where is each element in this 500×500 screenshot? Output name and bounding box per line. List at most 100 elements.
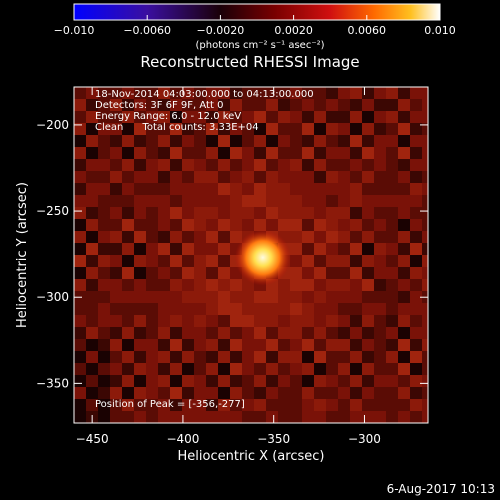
heatmap-cell [182, 243, 194, 255]
heatmap-cell [134, 159, 146, 171]
heatmap-cell [110, 99, 122, 111]
heatmap-cell [410, 231, 422, 243]
heatmap-cell [398, 291, 410, 303]
heatmap-cell [302, 291, 314, 303]
heatmap-cell [386, 399, 398, 411]
heatmap-cell [218, 123, 230, 135]
heatmap-cell [122, 183, 134, 195]
heatmap-cell [350, 255, 362, 267]
heatmap-cell [302, 231, 314, 243]
heatmap-cell [98, 219, 110, 231]
chart-title: Reconstructed RHESSI Image [140, 53, 359, 71]
colorbar-tick-label: 0.010 [424, 24, 456, 37]
heatmap-cell [374, 375, 386, 387]
heatmap-cell [206, 183, 218, 195]
heatmap-cell [158, 123, 170, 135]
peak-source [234, 229, 291, 286]
heatmap-cell [230, 327, 242, 339]
heatmap-cell [158, 351, 170, 363]
heatmap-cell [374, 255, 386, 267]
heatmap-cell [398, 219, 410, 231]
heatmap-cell [170, 315, 182, 327]
heatmap-cell [398, 339, 410, 351]
heatmap-cell [158, 171, 170, 183]
heatmap-cell [194, 327, 206, 339]
heatmap-cell [206, 387, 218, 399]
heatmap-cell [278, 339, 290, 351]
heatmap-cell [386, 171, 398, 183]
heatmap-cell [86, 399, 98, 411]
heatmap-cell [338, 267, 350, 279]
heatmap-cell [302, 327, 314, 339]
heatmap-cell [74, 207, 86, 219]
heatmap-cell [266, 339, 278, 351]
annotation-peak-position: Position of Peak = [-356,-277] [95, 399, 245, 410]
heatmap-cell [326, 135, 338, 147]
heatmap-cell [194, 171, 206, 183]
heatmap-cell [98, 315, 110, 327]
heatmap-cell [350, 159, 362, 171]
heatmap-cell [146, 339, 158, 351]
colorbar-gradient [73, 3, 441, 21]
heatmap-cell [362, 411, 374, 423]
heatmap-cell [350, 171, 362, 183]
heatmap-cell [134, 99, 146, 111]
heatmap-cell [146, 255, 158, 267]
heatmap-cell [326, 99, 338, 111]
heatmap-cell [230, 231, 242, 243]
heatmap-cell [158, 399, 170, 411]
heatmap-cell [386, 339, 398, 351]
heatmap-cell [242, 171, 254, 183]
heatmap-cell [110, 327, 122, 339]
image-plot-area [74, 87, 428, 423]
heatmap-cell [134, 267, 146, 279]
heatmap-cell [278, 183, 290, 195]
heatmap-cell [110, 411, 122, 423]
heatmap-cell [74, 99, 86, 111]
heatmap-cell [302, 315, 314, 327]
heatmap-cell [158, 87, 170, 99]
heatmap-cell [86, 303, 98, 315]
heatmap-cell [86, 267, 98, 279]
heatmap-cell [350, 291, 362, 303]
heatmap-cell [134, 303, 146, 315]
heatmap-cell [290, 159, 302, 171]
heatmap-cell [350, 147, 362, 159]
colorbar-tick-label: −0.0020 [197, 24, 245, 37]
heatmap-cell [86, 123, 98, 135]
heatmap-cell [170, 111, 182, 123]
heatmap-cell [134, 183, 146, 195]
heatmap-cell [290, 267, 302, 279]
heatmap-cell [110, 111, 122, 123]
heatmap-cell [302, 387, 314, 399]
heatmap-cell [386, 267, 398, 279]
heatmap-cell [170, 219, 182, 231]
heatmap-cell [182, 123, 194, 135]
heatmap-cell [314, 315, 326, 327]
heatmap-cell [254, 411, 266, 423]
heatmap-cell [326, 243, 338, 255]
heatmap-cell [314, 255, 326, 267]
heatmap-cell [374, 291, 386, 303]
heatmap-cell [290, 255, 302, 267]
heatmap-cell [374, 159, 386, 171]
heatmap-cell [182, 135, 194, 147]
heatmap-cell [362, 291, 374, 303]
heatmap-cell [314, 291, 326, 303]
heatmap-cell [362, 87, 374, 99]
heatmap-cell [230, 399, 242, 411]
heatmap-cell [158, 183, 170, 195]
heatmap-cell [386, 279, 398, 291]
heatmap-cell [74, 375, 86, 387]
heatmap-cell [146, 135, 158, 147]
heatmap-cell [362, 243, 374, 255]
heatmap-cell [314, 231, 326, 243]
heatmap-cell [218, 87, 230, 99]
heatmap-cell [146, 387, 158, 399]
heatmap-cell [302, 351, 314, 363]
heatmap-cell [386, 207, 398, 219]
heatmap-cell [290, 243, 302, 255]
heatmap-cell [410, 255, 422, 267]
heatmap-cell [206, 327, 218, 339]
heatmap-cell [110, 363, 122, 375]
